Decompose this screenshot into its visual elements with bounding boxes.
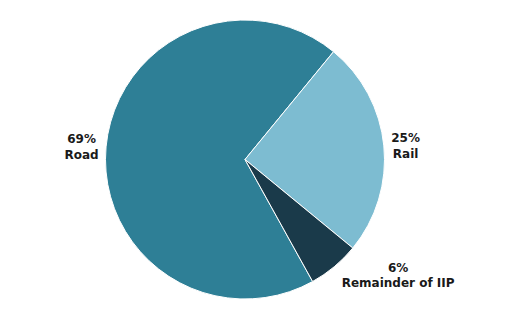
svg-text:6%Remainder of IIP: 6%Remainder of IIP (342, 261, 455, 291)
svg-text:69%Road: 69%Road (65, 132, 99, 162)
svg-text:25%Rail: 25%Rail (391, 131, 420, 161)
